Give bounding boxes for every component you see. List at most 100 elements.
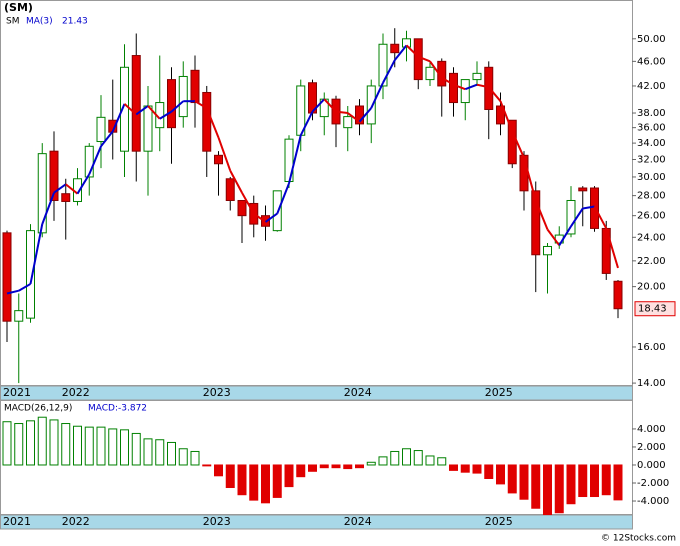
macd-bar [49, 419, 59, 466]
macd-bar [554, 464, 564, 514]
candle-body [237, 199, 247, 217]
macd-bar [284, 464, 294, 488]
ma-line [311, 98, 325, 113]
candle-body [449, 72, 458, 104]
macd-bar [425, 455, 435, 466]
macd-bar [519, 464, 529, 500]
ma-line [299, 111, 314, 136]
date-band [0, 514, 633, 530]
candle-body [202, 91, 212, 152]
macd-bar [202, 464, 212, 467]
ma-line [53, 183, 67, 194]
macd-bar [507, 464, 517, 494]
macd-bar [143, 438, 153, 466]
macd-bar [590, 464, 599, 498]
candle-body [167, 79, 176, 129]
candle-body [378, 43, 388, 87]
macd-bar [73, 425, 82, 466]
candle-body [566, 199, 576, 235]
ma-line [159, 110, 173, 120]
candle-body [214, 154, 223, 165]
macd-bar [378, 456, 388, 466]
ma-line [476, 83, 489, 89]
candle-body [225, 178, 235, 201]
macd-bar [190, 450, 200, 466]
candle-body [613, 280, 623, 310]
legend-ma: MA(3) [26, 17, 53, 27]
ma-line [76, 173, 91, 195]
macd-bar [37, 416, 47, 466]
x-tick-label: 2022 [62, 515, 90, 528]
ma-line [570, 207, 584, 227]
macd-bar [225, 464, 235, 489]
macd-bar [449, 464, 458, 471]
legend-symbol: SM [6, 17, 19, 27]
macd-bar [366, 461, 376, 466]
macd-bar [613, 464, 623, 501]
ma-line [29, 223, 44, 285]
ma-line [429, 60, 443, 79]
ma-line [499, 100, 514, 132]
candle-body [272, 190, 282, 232]
candle-body [14, 310, 24, 322]
last-price-box [634, 301, 676, 317]
candle-body [531, 190, 541, 256]
ma-line [370, 82, 384, 109]
macd-bar [460, 464, 470, 473]
macd-bar [272, 464, 282, 498]
ma-line [417, 55, 431, 63]
x-tick-label: 2022 [62, 386, 90, 399]
y-tick-label: 4.000 [637, 424, 666, 435]
ma-line [335, 110, 348, 115]
ma-line [170, 100, 184, 113]
y-tick-label: 32.00 [637, 155, 666, 166]
ma-line [100, 130, 114, 147]
ma-line [123, 103, 137, 116]
candle-body [49, 150, 59, 201]
candle-body [131, 55, 141, 152]
y-tick-label: 20.00 [637, 282, 666, 293]
macd-bar [108, 428, 118, 466]
x-tick-label: 2025 [485, 515, 513, 528]
candle-body [120, 66, 129, 152]
macd-bar [543, 464, 552, 516]
last-price-label: 18.43 [638, 304, 667, 315]
candle-body [496, 105, 505, 125]
ma-line [382, 59, 396, 84]
macd-value: MACD:-3.872 [88, 404, 147, 414]
candle-body [578, 187, 588, 192]
macd-bar [390, 450, 400, 466]
ma-line [558, 225, 572, 246]
macd-bar [2, 421, 12, 466]
ma-line [453, 83, 466, 91]
ma-line [88, 145, 102, 175]
ma-line [405, 44, 419, 58]
y-tick-label: 36.00 [637, 123, 666, 134]
candle-body [96, 116, 106, 143]
ma-line [135, 105, 149, 116]
y-tick-label: 30.00 [637, 172, 666, 183]
candle-body [472, 72, 482, 81]
ma-line [205, 107, 220, 138]
ma-line [147, 105, 161, 120]
macd-bar [296, 464, 306, 478]
macd-bar [167, 441, 176, 466]
macd-bar [249, 464, 259, 501]
y-tick-label: -4.000 [637, 496, 669, 507]
ma-line [393, 44, 408, 61]
ma-line [111, 103, 126, 132]
y-tick-label: 14.00 [637, 378, 666, 389]
macd-bar [601, 464, 611, 496]
candle-body [425, 66, 435, 81]
ma-line [511, 131, 525, 159]
ma-line [464, 83, 478, 91]
ma-line [534, 200, 549, 230]
ma-line [523, 157, 537, 201]
y-tick-label: 0.000 [637, 460, 666, 471]
y-tick-label: 26.00 [637, 211, 666, 222]
y-tick-label: 2.000 [637, 442, 666, 453]
macd-bar [308, 464, 317, 472]
x-tick-label: 2024 [344, 515, 372, 528]
macd-bar [566, 464, 576, 505]
